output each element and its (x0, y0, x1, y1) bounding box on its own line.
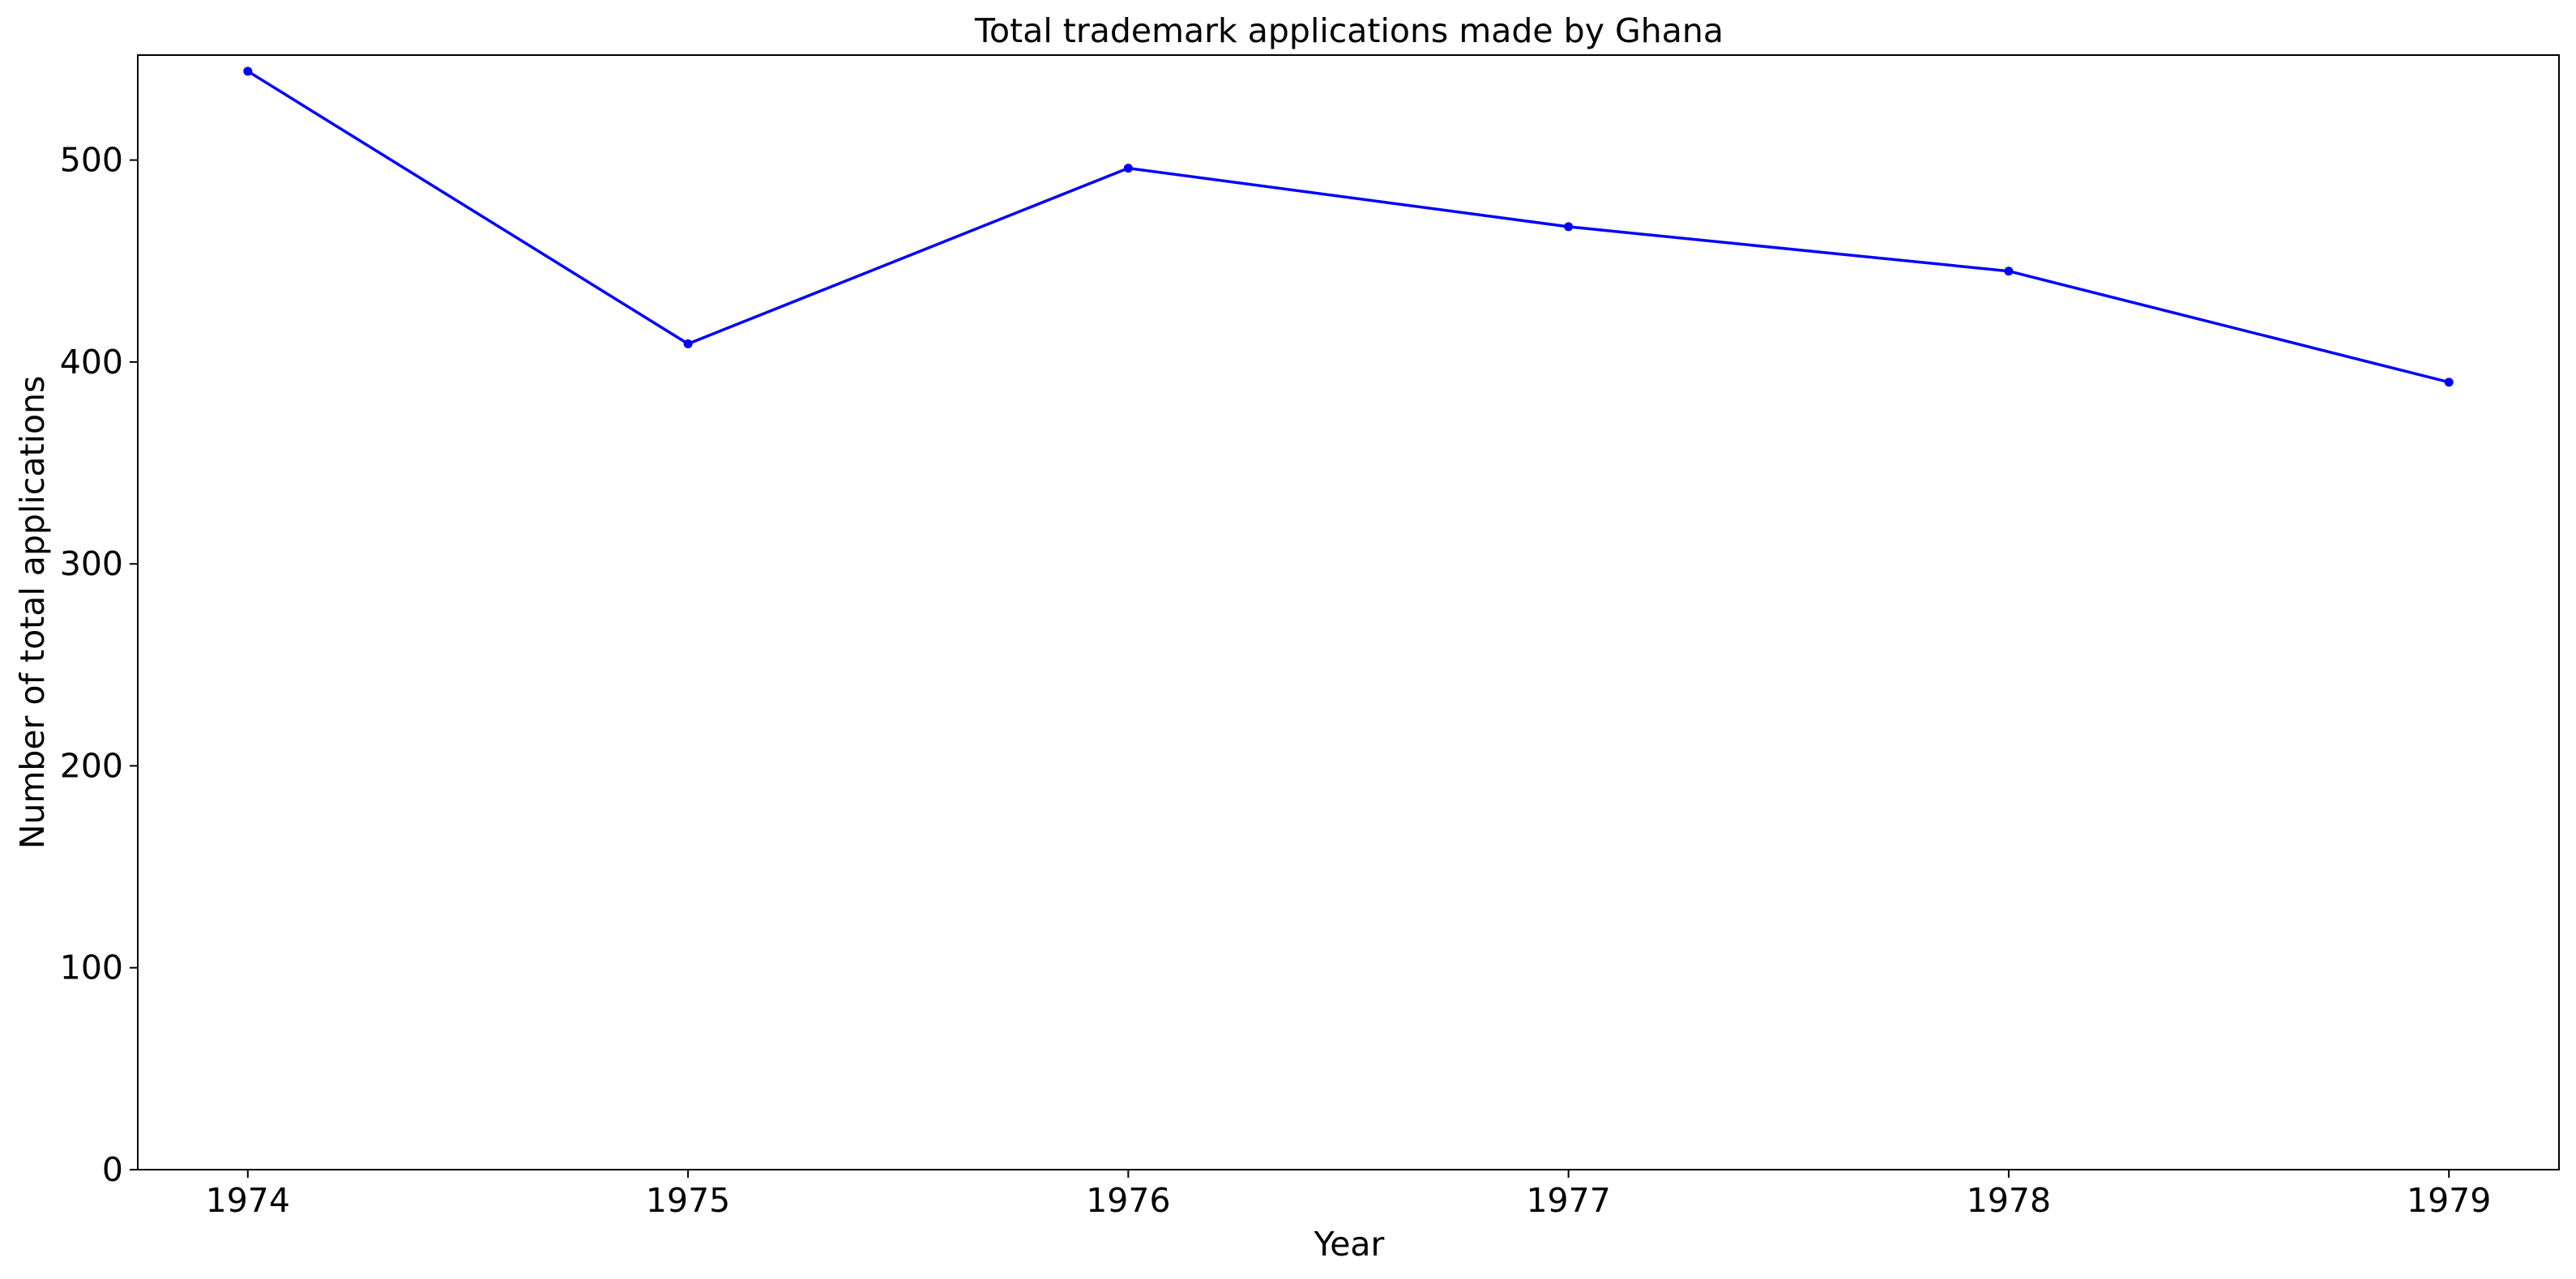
x-axis-label: Year (1314, 1225, 1385, 1264)
data-point (683, 339, 693, 348)
data-point (2004, 266, 2014, 276)
x-tick-label: 1974 (206, 1181, 290, 1220)
plot-layer: 0 100 200 300 400 500 1974 1975 1976 1977 1978 1979 (60, 54, 2560, 1220)
data-point (2444, 377, 2454, 387)
series-line (246, 70, 2450, 384)
data-point (1564, 222, 1574, 232)
y-tick-label: 200 (60, 746, 123, 785)
data-point (1123, 164, 1133, 173)
chart-title: Total trademark applications made by Gha… (974, 11, 1724, 50)
y-tick-label: 0 (102, 1150, 123, 1189)
x-tick-label: 1977 (1526, 1181, 1610, 1220)
plot-frame (137, 54, 2560, 1170)
x-tick-label: 1976 (1086, 1181, 1170, 1220)
x-tick-label: 1978 (1967, 1181, 2051, 1220)
y-tick-label: 500 (60, 141, 123, 180)
y-axis-label: Number of total applications (13, 376, 52, 850)
x-tick-label: 1979 (2407, 1181, 2491, 1220)
data-point (243, 66, 253, 76)
y-tick-label: 300 (60, 544, 123, 583)
y-tick-label: 400 (60, 343, 123, 382)
y-tick-label: 100 (60, 949, 123, 987)
x-tick-label: 1975 (646, 1181, 730, 1220)
